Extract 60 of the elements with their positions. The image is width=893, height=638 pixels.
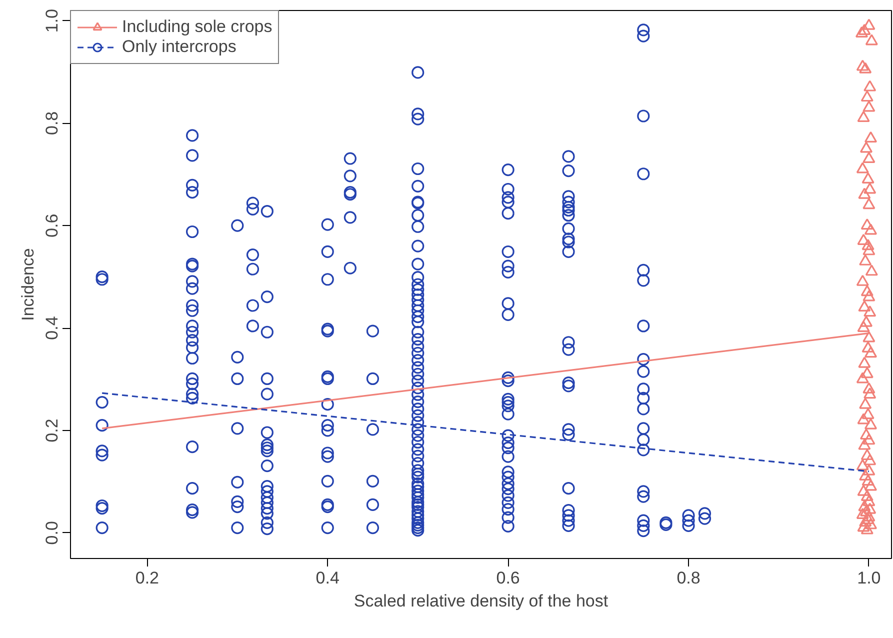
x-tick-label: 0.2 xyxy=(135,568,160,588)
point xyxy=(412,409,424,422)
point xyxy=(412,288,424,302)
y-axis-title: Incidence xyxy=(18,248,38,321)
point xyxy=(412,283,424,296)
point xyxy=(412,340,424,353)
y-tick-label: 0.8 xyxy=(42,111,62,135)
point xyxy=(412,443,424,456)
x-tick-label: 0.6 xyxy=(496,568,520,588)
point xyxy=(412,108,424,120)
point xyxy=(412,429,424,442)
point xyxy=(412,464,424,477)
point xyxy=(412,354,424,367)
x-tick-label: 0.8 xyxy=(676,568,700,588)
point xyxy=(412,258,424,270)
point xyxy=(412,416,424,429)
point xyxy=(412,456,424,470)
legend-label: Including sole crops xyxy=(122,17,272,37)
point xyxy=(412,278,424,291)
point xyxy=(412,368,424,380)
y-tick-label: 0.4 xyxy=(42,316,62,340)
point xyxy=(412,402,424,416)
point xyxy=(412,361,424,374)
point xyxy=(412,326,424,338)
point xyxy=(412,162,424,176)
point xyxy=(412,316,424,328)
point xyxy=(412,294,424,306)
point xyxy=(412,180,424,192)
point xyxy=(412,299,424,312)
point xyxy=(412,304,424,317)
point xyxy=(412,450,424,462)
point xyxy=(412,209,424,222)
point xyxy=(412,346,424,360)
x-tick-label: 0.4 xyxy=(316,568,340,588)
point xyxy=(412,66,424,79)
point xyxy=(412,310,424,324)
y-tick-label: 0.6 xyxy=(42,214,62,238)
point xyxy=(412,477,424,490)
legend-label: Only intercrops xyxy=(122,37,236,57)
point xyxy=(412,423,424,436)
x-tick-label: 1.0 xyxy=(857,568,881,588)
point xyxy=(412,382,424,394)
point xyxy=(412,436,424,449)
y-tick-label: 0.0 xyxy=(42,521,62,545)
point xyxy=(412,395,424,408)
point xyxy=(412,524,424,537)
point xyxy=(412,374,424,388)
point xyxy=(412,470,424,484)
x-axis-title: Scaled relative density of the host xyxy=(354,592,608,610)
point xyxy=(412,484,424,498)
point xyxy=(412,271,424,284)
point xyxy=(412,468,424,480)
point xyxy=(412,112,424,126)
point xyxy=(412,333,424,346)
point xyxy=(412,521,424,534)
y-tick-label: 1.0 xyxy=(42,8,62,33)
point xyxy=(412,240,424,252)
point xyxy=(412,388,424,401)
point xyxy=(412,220,424,233)
y-tick-label: 0.2 xyxy=(42,418,62,442)
